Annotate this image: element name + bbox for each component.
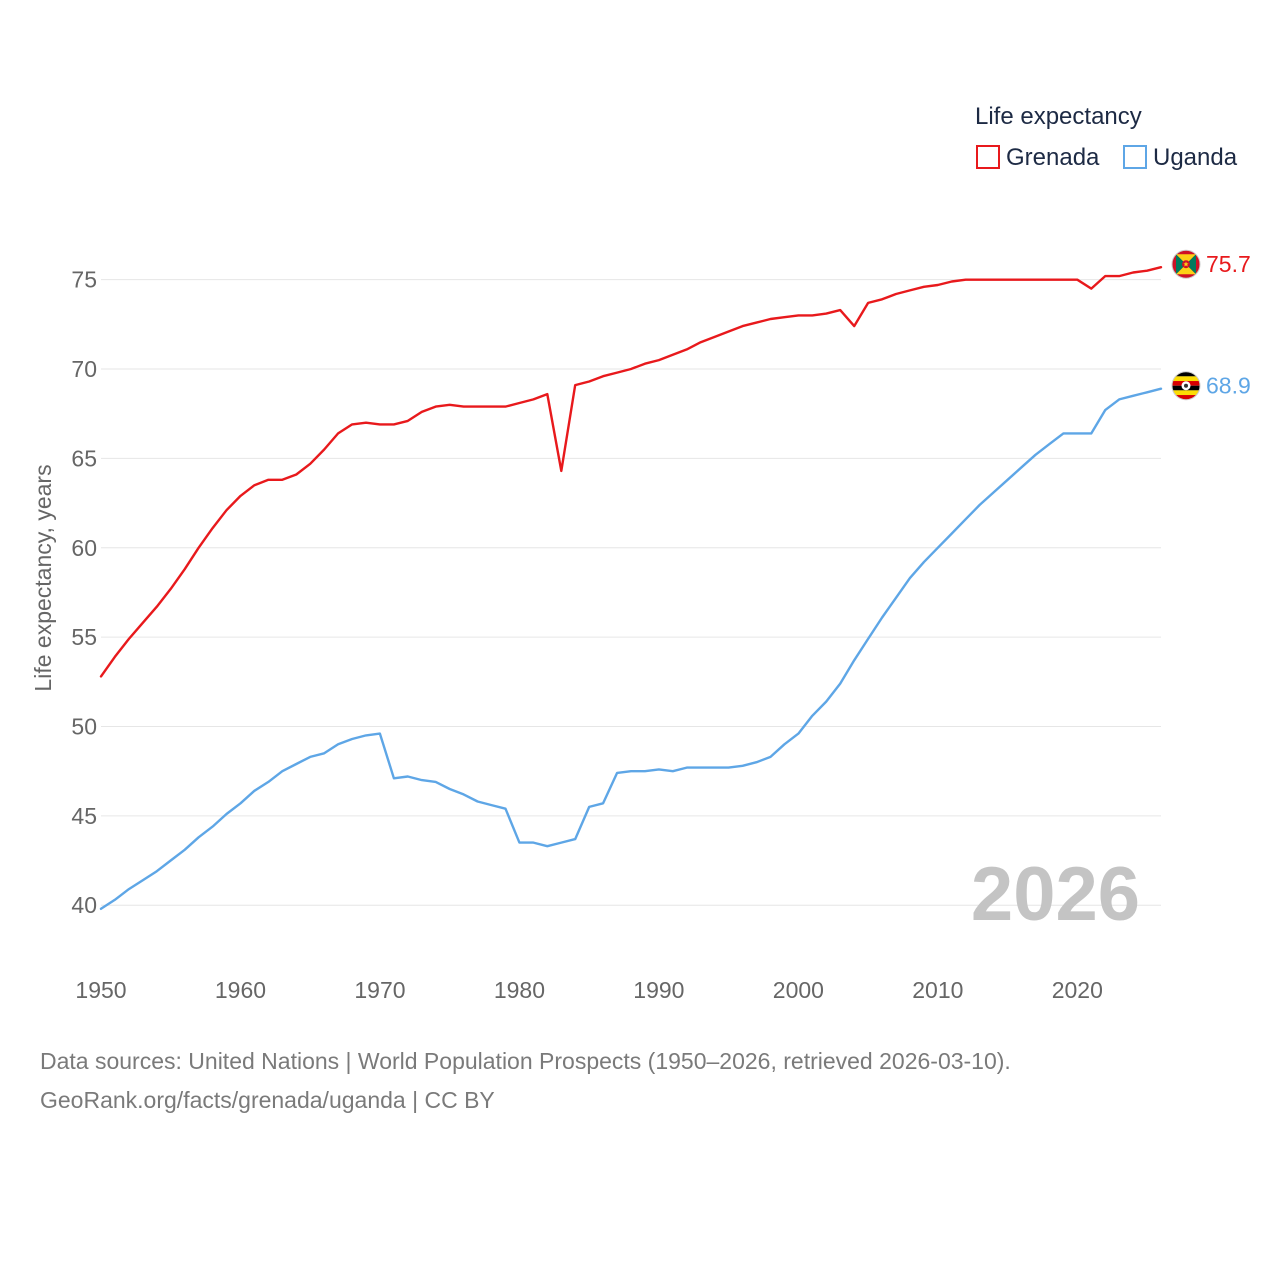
- y-tick-label-65: 65: [71, 445, 97, 471]
- legend-item-uganda[interactable]: Uganda: [1123, 144, 1238, 171]
- y-tick-label-40: 40: [71, 892, 97, 918]
- y-tick-label-60: 60: [71, 535, 97, 561]
- x-tick-label-2020: 2020: [1052, 977, 1103, 1003]
- y-tick-label-75: 75: [71, 267, 97, 293]
- grenada-flag-icon: [1172, 250, 1200, 279]
- footer: Data sources: United Nations | World Pop…: [40, 1042, 1011, 1120]
- x-tick-label-2010: 2010: [912, 977, 963, 1003]
- uganda-flag-icon: [1172, 371, 1200, 400]
- y-tick-label-50: 50: [71, 713, 97, 739]
- end-marker-grenada: 75.7: [1171, 249, 1251, 279]
- x-tick-label-1960: 1960: [215, 977, 266, 1003]
- legend-swatch-uganda: [1123, 145, 1147, 169]
- x-tick-label-2000: 2000: [773, 977, 824, 1003]
- end-marker-uganda: 68.9: [1171, 371, 1251, 401]
- series-lines: [99, 266, 1163, 910]
- x-tick-label-1990: 1990: [633, 977, 684, 1003]
- x-tick-label-1970: 1970: [354, 977, 405, 1003]
- y-tick-label-70: 70: [71, 356, 97, 382]
- legend-swatch-grenada: [976, 145, 1000, 169]
- grid-lines: [101, 279, 1161, 906]
- legend-label-uganda: Uganda: [1153, 144, 1238, 171]
- legend: Life expectancy Grenada Uganda: [975, 103, 1238, 171]
- y-tick-label-45: 45: [71, 803, 97, 829]
- y-tick-labels: 40 45 50 55 60 65 70 75: [71, 267, 97, 919]
- legend-title: Life expectancy: [975, 103, 1142, 130]
- x-tick-labels: 1950 1960 1970 1980 1990 2000 2010 2020: [75, 977, 1102, 1003]
- data-source-text: Data sources: United Nations | World Pop…: [40, 1048, 1011, 1074]
- y-tick-label-55: 55: [71, 624, 97, 650]
- legend-label-grenada: Grenada: [1006, 144, 1100, 171]
- end-value-label-uganda: 68.9: [1206, 373, 1251, 399]
- x-tick-label-1980: 1980: [494, 977, 545, 1003]
- x-tick-label-1950: 1950: [75, 977, 126, 1003]
- end-value-label-grenada: 75.7: [1206, 251, 1251, 277]
- legend-item-grenada[interactable]: Grenada: [976, 144, 1100, 171]
- y-axis-label: Life expectancy, years: [30, 464, 56, 691]
- series-line-grenada: [99, 266, 1163, 678]
- current-year-label: 2026: [971, 852, 1140, 937]
- series-line-uganda: [99, 387, 1163, 910]
- source-link[interactable]: GeoRank.org/facts/grenada/uganda | CC BY: [40, 1087, 495, 1113]
